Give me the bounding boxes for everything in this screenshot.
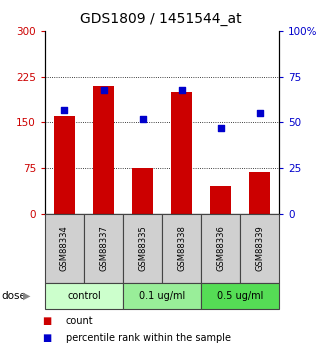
Point bbox=[257, 110, 262, 116]
Text: GDS1809 / 1451544_at: GDS1809 / 1451544_at bbox=[80, 12, 241, 26]
Bar bbox=[162, 214, 201, 283]
Bar bbox=[84, 214, 123, 283]
Point bbox=[140, 116, 145, 121]
Bar bbox=[249, 172, 271, 214]
Text: ■: ■ bbox=[42, 316, 51, 326]
Bar bbox=[132, 168, 153, 214]
Text: dose: dose bbox=[2, 291, 26, 301]
Point bbox=[62, 107, 67, 112]
Text: GSM88337: GSM88337 bbox=[99, 226, 108, 271]
Text: 0.5 ug/ml: 0.5 ug/ml bbox=[217, 291, 264, 301]
Bar bbox=[45, 283, 123, 309]
Text: ■: ■ bbox=[42, 333, 51, 343]
Text: GSM88334: GSM88334 bbox=[60, 226, 69, 271]
Point bbox=[218, 125, 223, 131]
Bar bbox=[123, 214, 162, 283]
Text: GSM88339: GSM88339 bbox=[255, 226, 264, 271]
Bar bbox=[210, 186, 231, 214]
Text: GSM88335: GSM88335 bbox=[138, 226, 147, 271]
Text: GSM88338: GSM88338 bbox=[177, 226, 186, 271]
Bar bbox=[201, 214, 240, 283]
Bar bbox=[240, 214, 279, 283]
Text: 0.1 ug/ml: 0.1 ug/ml bbox=[139, 291, 185, 301]
Bar bbox=[171, 92, 192, 214]
Text: count: count bbox=[66, 316, 93, 326]
Text: percentile rank within the sample: percentile rank within the sample bbox=[66, 333, 231, 343]
Point bbox=[101, 87, 106, 92]
Text: control: control bbox=[67, 291, 101, 301]
Point bbox=[179, 87, 184, 92]
Bar bbox=[45, 214, 84, 283]
Bar bbox=[123, 283, 201, 309]
Text: GSM88336: GSM88336 bbox=[216, 226, 225, 271]
Text: ▶: ▶ bbox=[23, 291, 30, 301]
Bar bbox=[93, 86, 114, 214]
Bar bbox=[201, 283, 279, 309]
Bar bbox=[54, 116, 75, 214]
